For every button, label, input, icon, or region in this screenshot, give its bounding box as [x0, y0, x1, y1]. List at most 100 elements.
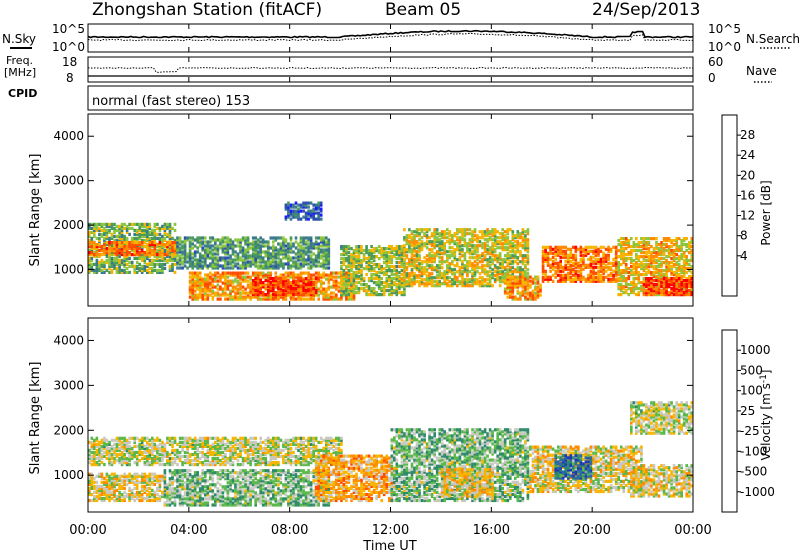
heatmap-cell — [430, 234, 434, 238]
heatmap-cell — [496, 240, 499, 244]
heatmap-cell — [314, 277, 318, 281]
heatmap-cell — [675, 263, 678, 267]
heatmap-cell — [473, 278, 477, 282]
heatmap-cell — [110, 232, 114, 236]
heatmap-cell — [569, 269, 573, 273]
heatmap-cell — [309, 209, 313, 213]
heatmap-cell — [98, 240, 101, 244]
heatmap-cell — [531, 297, 535, 301]
heatmap-cell — [130, 243, 134, 247]
heatmap-cell — [304, 260, 308, 264]
heatmap-cell — [413, 248, 416, 252]
heatmap-cell — [451, 236, 454, 240]
heatmap-cell — [297, 266, 300, 270]
heatmap-cell — [120, 253, 124, 257]
heatmap-cell — [219, 297, 222, 301]
heatmap-cell — [335, 293, 338, 297]
heatmap-cell — [206, 273, 210, 277]
heatmap-cell — [98, 264, 101, 268]
heatmap-cell — [224, 240, 227, 244]
heatmap-cell — [312, 260, 315, 264]
heatmap-cell — [377, 271, 381, 275]
heatmap-cell — [140, 246, 144, 250]
heatmap-cell — [395, 247, 399, 251]
heatmap-cell — [637, 291, 641, 295]
heatmap-cell — [418, 270, 421, 274]
heatmap-cell — [133, 249, 136, 253]
heatmap-cell — [430, 264, 434, 268]
heatmap-cell — [388, 259, 391, 263]
heatmap-cell — [158, 241, 162, 245]
heatmap-cell — [685, 289, 688, 293]
heatmap-cell — [289, 285, 293, 289]
heatmap-cell — [602, 261, 605, 265]
heatmap-cell — [408, 282, 411, 286]
heatmap-cell — [675, 249, 678, 253]
heatmap-cell — [645, 237, 648, 241]
heatmap-cell — [267, 264, 270, 268]
heatmap-cell — [140, 232, 144, 236]
heatmap-cell — [632, 271, 636, 275]
heatmap-cell — [277, 236, 280, 240]
heatmap-cell — [251, 254, 255, 258]
heatmap-cell — [425, 276, 429, 280]
heatmap-cell — [660, 249, 663, 253]
heatmap-cell — [604, 275, 608, 279]
heatmap-cell — [675, 289, 678, 293]
heatmap-cell — [554, 253, 557, 257]
heatmap-cell — [473, 230, 477, 234]
heatmap-cell — [446, 240, 449, 244]
heatmap-cell — [201, 293, 204, 297]
heatmap-cell — [463, 240, 467, 244]
heatmap-cell — [511, 295, 515, 299]
heatmap-cell — [90, 258, 94, 262]
heatmap-cell — [599, 277, 603, 281]
heatmap-cell — [304, 213, 308, 217]
heatmap-cell — [514, 252, 517, 256]
heatmap-cell — [677, 265, 681, 269]
heatmap-cell — [385, 247, 389, 251]
heatmap-cell — [564, 253, 567, 257]
heatmap-cell — [236, 262, 240, 266]
heatmap-cell — [279, 250, 283, 254]
heatmap-cell — [415, 274, 419, 278]
heatmap-cell — [350, 279, 353, 283]
heatmap-cell — [206, 264, 210, 268]
heatmap-cell — [367, 265, 371, 269]
heatmap-cell — [408, 280, 411, 284]
heatmap-cell — [151, 244, 154, 248]
heatmap-cell — [110, 244, 114, 248]
heatmap-cell — [105, 230, 109, 234]
heatmap-cell — [272, 260, 275, 264]
heatmap-cell — [544, 255, 547, 259]
heatmap-cell — [400, 291, 404, 295]
heatmap-cell — [496, 258, 499, 262]
heatmap-cell — [665, 237, 668, 241]
heatmap-cell — [342, 293, 346, 297]
heatmap-cell — [231, 289, 235, 293]
heatmap-cell — [440, 276, 444, 280]
heatmap-cell — [244, 297, 247, 301]
heatmap-cell — [680, 271, 683, 275]
heatmap-cell — [677, 257, 681, 261]
heatmap-cell — [403, 238, 406, 242]
heatmap-cell — [362, 279, 366, 283]
heatmap-cell — [501, 262, 504, 266]
heatmap-cell — [249, 254, 252, 258]
heatmap-cell — [640, 251, 643, 255]
heatmap-cell — [471, 284, 474, 288]
heatmap-cell — [299, 271, 303, 275]
heatmap-cell — [599, 249, 603, 253]
heatmap-cell — [259, 258, 262, 262]
heatmap-cell — [251, 240, 255, 244]
heatmap-cell — [662, 275, 666, 279]
heatmap-cell — [556, 245, 560, 249]
heatmap-cell — [140, 270, 144, 274]
heatmap-cell — [314, 271, 318, 275]
heatmap-cell — [473, 274, 477, 278]
heatmap-cell — [299, 236, 303, 240]
heatmap-cell — [660, 291, 663, 295]
heatmap-cell — [380, 271, 383, 275]
heatmap-cell — [304, 215, 308, 219]
heatmap-cell — [619, 243, 623, 247]
